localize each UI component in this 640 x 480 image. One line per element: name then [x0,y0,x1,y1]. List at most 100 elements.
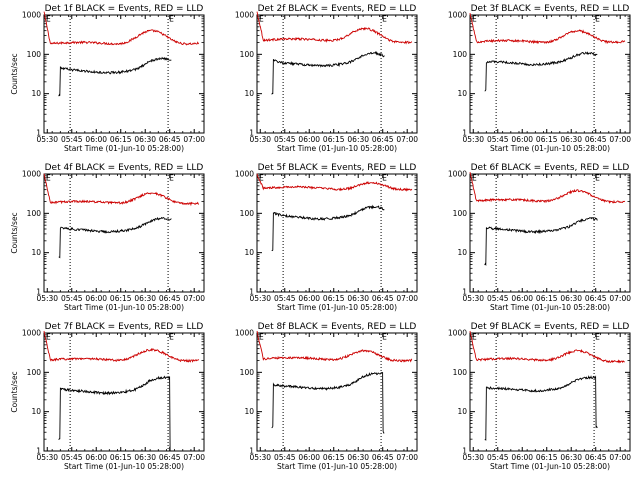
x-tick-label: 05:30 [249,453,271,462]
detector-panel: Det 3f BLACK = Events, RED = LLD 1 10 100 10… [448,4,631,153]
x-tick-label: 05:45 [487,453,509,462]
detector-panel: Det 4f BLACK = Events, RED = LLD 1 10 100 10… [10,163,205,312]
lld-series-line [469,13,626,45]
detector-panel: Det 8f BLACK = Events, RED = LLD 1 10 100 10… [235,322,418,471]
lld-series-line [469,171,626,204]
x-tick-label: 07:00 [183,294,205,303]
y-tick-label: 1 [462,129,467,138]
x-tick-label: 05:45 [61,135,83,144]
x-axis-label: Start Time (01-Jun-10 05:28:00) [490,303,610,312]
x-tick-label: 06:15 [323,294,345,303]
x-tick-label: 05:45 [274,135,296,144]
x-axis-label: Start Time (01-Jun-10 05:28:00) [490,144,610,153]
x-tick-label: 06:15 [536,294,558,303]
plot-frame [43,332,205,452]
interval-marker-label: E [472,174,477,183]
x-axis-label: Start Time (01-Jun-10 05:28:00) [277,303,397,312]
interval-marker-label: E [46,174,51,183]
x-tick-label: 06:15 [323,135,345,144]
plot-frame [469,14,631,134]
y-axis-label: Counts/sec [10,53,19,94]
plot-frame [43,173,205,293]
lld-series-line [43,173,199,207]
y-tick-label: 1000 [448,170,467,179]
x-tick-label: 06:30 [347,294,369,303]
x-tick-label: 06:30 [560,294,582,303]
x-tick-label: 06:45 [372,453,394,462]
x-tick-label: 06:00 [511,453,533,462]
x-tick-label: 06:00 [85,135,107,144]
x-tick-label: 05:45 [274,453,296,462]
x-tick-label: 06:45 [585,453,607,462]
panel-title: Det 5f BLACK = Events, RED = LLD [258,163,417,173]
x-tick-label: 06:00 [511,135,533,144]
x-tick-label: 05:45 [487,135,509,144]
y-tick-label: 1000 [235,329,254,338]
plot-frame [256,332,418,452]
y-tick-label: 1000 [235,11,254,20]
lld-series-line [469,330,626,364]
x-tick-label: 05:45 [487,294,509,303]
y-tick-label: 100 [27,368,42,377]
interval-marker-label: E [46,333,51,342]
x-tick-label: 06:45 [159,453,181,462]
x-tick-label: 06:00 [298,135,320,144]
plot-frame [43,14,205,134]
lld-series-line [256,173,413,192]
panel-title: Det 6f BLACK = Events, RED = LLD [471,163,630,173]
x-tick-label: 07:00 [183,453,205,462]
x-tick-label: 05:30 [249,294,271,303]
lld-series-line [256,11,413,45]
x-axis-label: Start Time (01-Jun-10 05:28:00) [64,303,184,312]
panel-title: Det 3f BLACK = Events, RED = LLD [471,4,630,14]
detector-panel: Det 1f BLACK = Events, RED = LLD 1 10 100 10… [10,4,205,153]
detector-panel: Det 9f BLACK = Events, RED = LLD 1 10 100 10… [448,322,631,471]
plot-frame [256,173,418,293]
y-axis-label: Counts/sec [10,212,19,253]
plot-frame [469,332,631,452]
y-tick-label: 10 [244,407,254,416]
interval-marker-label: E [382,174,387,183]
x-tick-label: 07:00 [396,135,418,144]
x-tick-label: 06:15 [110,294,132,303]
plot-frame [469,173,631,293]
events-series-line [58,375,172,452]
x-tick-label: 06:30 [134,294,156,303]
panel-title: Det 4f BLACK = Events, RED = LLD [45,163,204,173]
x-tick-label: 06:30 [347,453,369,462]
y-axis-label: Counts/sec [10,371,19,412]
lld-series-line [43,330,200,363]
interval-marker-label: E [169,15,174,24]
panel-title: Det 7f BLACK = Events, RED = LLD [45,322,204,332]
y-tick-label: 1 [462,447,467,456]
y-tick-label: 1 [462,288,467,297]
events-series-line [58,216,172,259]
x-tick-label: 07:00 [609,453,631,462]
interval-marker-label: E [472,333,477,342]
interval-marker-label: E [382,15,387,24]
x-tick-label: 07:00 [183,135,205,144]
y-tick-label: 1 [36,129,41,138]
interval-marker-label: E [46,15,51,24]
x-tick-label: 06:15 [536,135,558,144]
y-tick-label: 10 [31,248,41,257]
detector-panel: Det 2f BLACK = Events, RED = LLD 1 10 100 10… [235,4,418,153]
panel-title: Det 9f BLACK = Events, RED = LLD [471,322,630,332]
y-tick-label: 100 [240,368,255,377]
y-tick-label: 1 [249,129,254,138]
panel-title: Det 1f BLACK = Events, RED = LLD [45,4,204,14]
x-tick-label: 06:00 [298,294,320,303]
x-tick-label: 06:15 [110,453,132,462]
x-tick-label: 06:45 [372,135,394,144]
y-tick-label: 1000 [22,11,41,20]
y-tick-label: 100 [453,209,468,218]
detector-panel: Det 6f BLACK = Events, RED = LLD 1 10 100 10… [448,163,631,312]
x-tick-label: 07:00 [609,135,631,144]
y-tick-label: 1 [36,447,41,456]
events-series-line [484,216,598,267]
x-tick-label: 06:30 [134,453,156,462]
y-tick-label: 10 [457,89,467,98]
x-tick-label: 06:00 [85,294,107,303]
x-tick-label: 06:30 [560,135,582,144]
